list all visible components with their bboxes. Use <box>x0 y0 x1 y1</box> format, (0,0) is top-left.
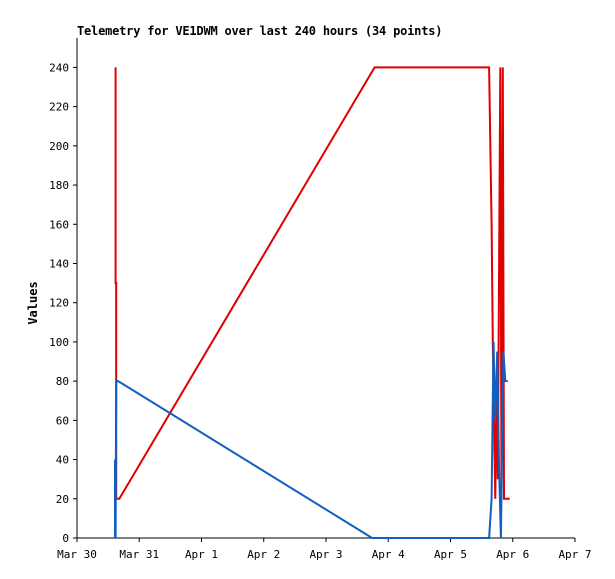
x-tick-label: Apr 7 <box>558 548 591 561</box>
axes: 0 20 40 60 80 100 120 140 160 180 200 220 240 Mar 30 M… <box>49 38 592 561</box>
x-tick-label: Mar 30 <box>57 548 97 561</box>
y-tick-label: 20 <box>56 493 69 506</box>
x-tick-label: Apr 3 <box>309 548 342 561</box>
series-group <box>114 66 510 539</box>
y-tick-label: 80 <box>56 375 69 388</box>
y-axis-label: Values <box>26 281 40 324</box>
y-tick-label: 200 <box>49 140 69 153</box>
y-tick-label: 100 <box>49 336 69 349</box>
y-tick-label: 40 <box>56 454 69 467</box>
x-tick-label: Mar 31 <box>119 548 159 561</box>
y-tick-label: 220 <box>49 101 69 114</box>
x-tick-label: Apr 4 <box>372 548 405 561</box>
y-tick-label: 240 <box>49 61 69 74</box>
y-tick-label: 60 <box>56 414 69 427</box>
y-tick-label: 120 <box>49 297 69 310</box>
x-tick-label: Apr 1 <box>185 548 218 561</box>
y-tick-label: 140 <box>49 257 69 270</box>
x-tick-label: Apr 6 <box>496 548 529 561</box>
x-tick-label: Apr 5 <box>434 548 467 561</box>
y-tick-label: 160 <box>49 218 69 231</box>
y-tick-label: 180 <box>49 179 69 192</box>
chart-title: Telemetry for VE1DWM over last 240 hours… <box>77 24 443 38</box>
series-line-2 <box>114 341 508 539</box>
x-tick-label: Apr 2 <box>247 548 280 561</box>
series-line-1 <box>114 66 510 500</box>
y-tick-label: 0 <box>62 532 69 545</box>
